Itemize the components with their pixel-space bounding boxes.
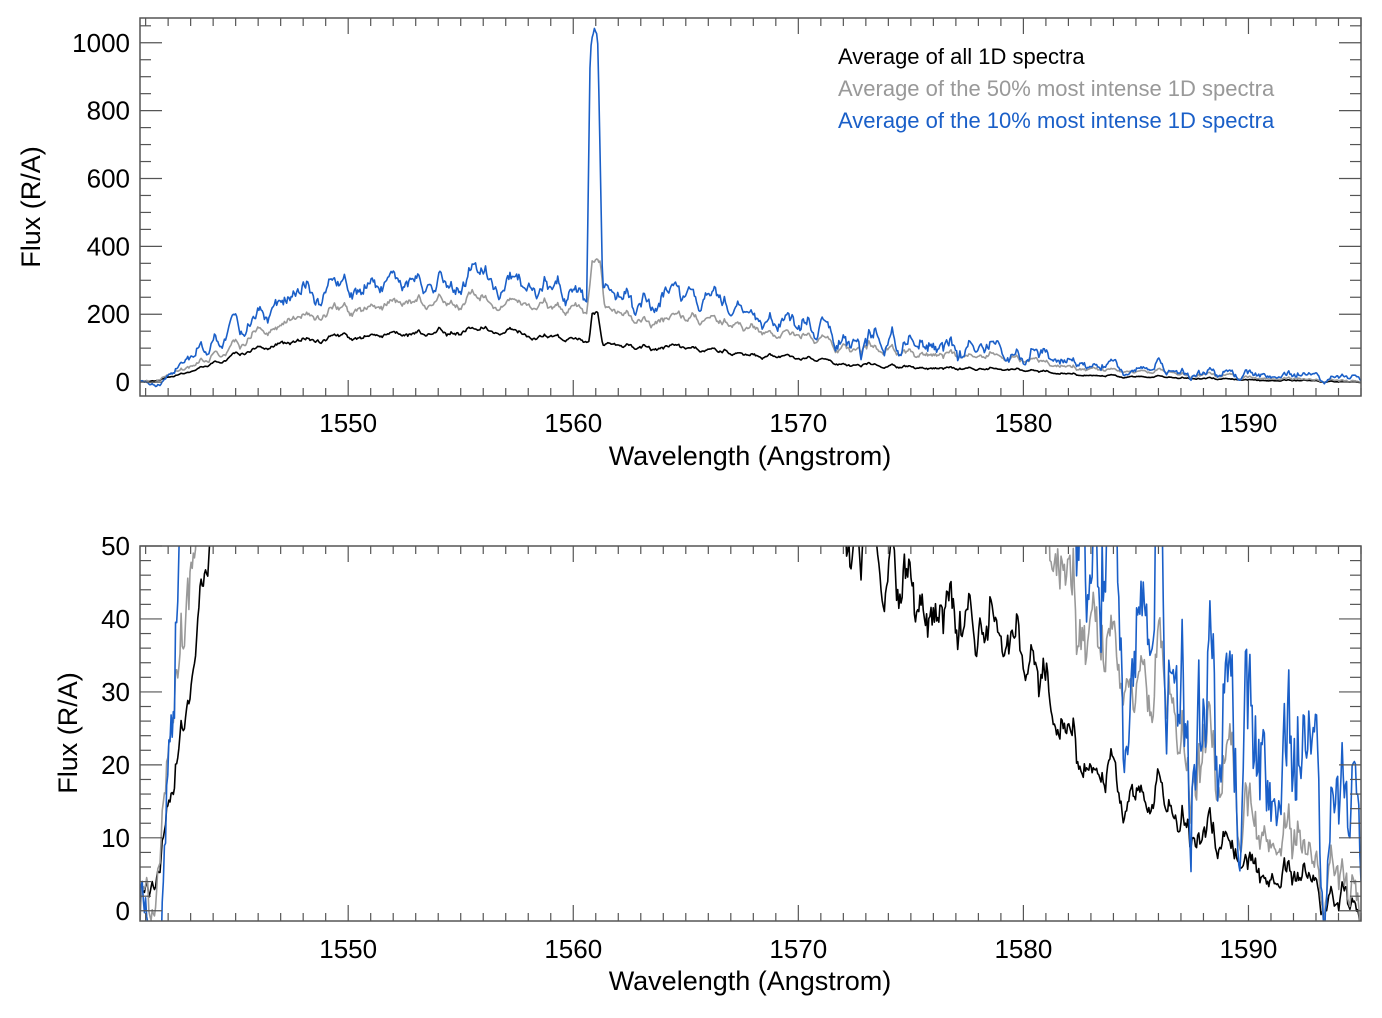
- top-series-all-spectra-line: [140, 310, 1361, 384]
- top-panel: 1550 1560 1570 1580 1590 0 200 400 600 800 1000 Fl…: [16, 17, 1362, 471]
- bottom-series-all-spectra-line: [140, 546, 1361, 921]
- top-y-axis-title: Flux (R/A): [16, 146, 46, 268]
- legend: Average of all 1D spectra Average of the…: [838, 44, 1275, 133]
- bottom-series-10pct-line: [140, 546, 1361, 921]
- x-tick-label: 1560: [544, 934, 602, 964]
- bottom-y-axis-title: Flux (R/A): [53, 672, 83, 794]
- x-tick-label: 1560: [544, 408, 602, 438]
- y-tick-label: 0: [116, 896, 130, 926]
- bottom-x-axis-title: Wavelength (Angstrom): [609, 966, 892, 996]
- legend-entry-10pct: Average of the 10% most intense 1D spect…: [838, 108, 1275, 133]
- legend-entry-all: Average of all 1D spectra: [838, 44, 1085, 69]
- y-tick-label: 30: [101, 677, 130, 707]
- x-tick-label: 1550: [319, 408, 377, 438]
- x-tick-label: 1580: [994, 408, 1052, 438]
- x-tick-label: 1590: [1220, 934, 1278, 964]
- legend-entry-50pct: Average of the 50% most intense 1D spect…: [838, 76, 1275, 101]
- top-series-group: [140, 27, 1361, 388]
- bottom-series-group: [140, 546, 1361, 921]
- x-tick-label: 1590: [1220, 408, 1278, 438]
- y-tick-label: 10: [101, 823, 130, 853]
- bottom-panel: 1550 1560 1570 1580 1590 0 10 20 30 40 50 Flux (R/…: [53, 531, 1362, 996]
- bottom-series-50pct-line: [140, 546, 1361, 921]
- x-tick-label: 1570: [769, 934, 827, 964]
- top-plot-frame: [139, 17, 1362, 397]
- x-tick-label: 1580: [994, 934, 1052, 964]
- y-tick-label: 50: [101, 531, 130, 561]
- y-tick-label: 0: [116, 367, 130, 397]
- y-tick-label: 40: [101, 604, 130, 634]
- y-tick-label: 800: [87, 96, 130, 126]
- x-tick-label: 1550: [319, 934, 377, 964]
- y-tick-label: 200: [87, 299, 130, 329]
- bottom-ticks: 1550 1560 1570 1580 1590 0 10 20 30 40 50: [101, 531, 1362, 964]
- y-tick-label: 1000: [72, 28, 130, 58]
- y-tick-label: 400: [87, 231, 130, 261]
- top-series-10pct-line: [140, 27, 1361, 388]
- y-tick-label: 20: [101, 750, 130, 780]
- x-tick-label: 1570: [769, 408, 827, 438]
- top-ticks: 1550 1560 1570 1580 1590 0 200 400 600 800 1000: [72, 18, 1362, 438]
- top-x-axis-title: Wavelength (Angstrom): [609, 441, 892, 471]
- top-series-50pct-line: [140, 258, 1361, 384]
- bottom-plot-frame: [139, 545, 1362, 922]
- y-tick-label: 600: [87, 163, 130, 193]
